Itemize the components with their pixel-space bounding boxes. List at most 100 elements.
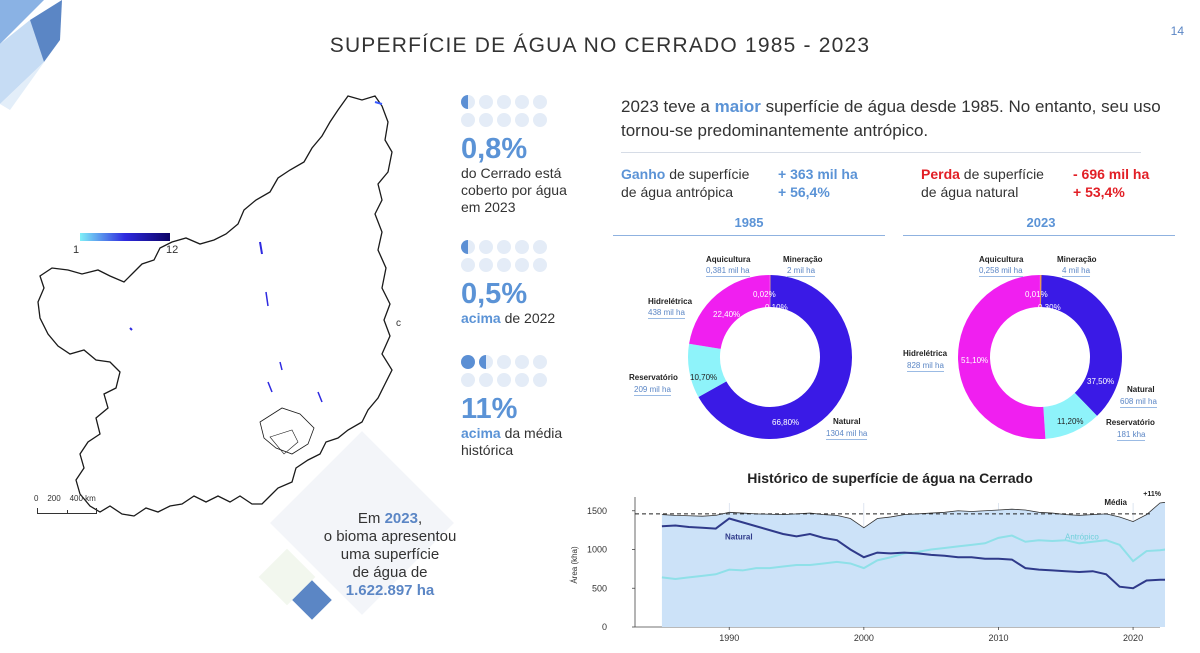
progress-dot — [461, 113, 475, 127]
gain-values: + 363 mil ha + 56,4% — [778, 166, 858, 200]
progress-dot — [479, 95, 493, 109]
donut-slice-natural — [1040, 275, 1122, 416]
progress-dot — [461, 258, 475, 272]
x-tick-label: 2010 — [988, 633, 1008, 643]
stat-value: 0,5% — [461, 278, 528, 310]
pct-hidreletrica: 51,10% — [961, 356, 989, 365]
donut-year-rule-1985 — [613, 235, 885, 236]
pct-aquicultura: 0,02% — [753, 290, 776, 299]
mean-label: Média — [1104, 498, 1127, 507]
area-natural: 608 mil ha — [1120, 397, 1157, 408]
progress-dot — [479, 258, 493, 272]
donut-slice-reservatorio — [1043, 392, 1098, 439]
pct-mineracao: 0,10% — [765, 303, 788, 312]
label-reservatorio: Reservatório — [629, 373, 678, 382]
x-tick-label: 2020 — [1123, 633, 1143, 643]
annotation-label: +11% — [1143, 491, 1161, 498]
progress-dot — [461, 355, 475, 369]
page-title: SUPERFÍCIE DE ÁGUA NO CERRADO 1985 - 202… — [329, 34, 871, 57]
loss-label: Perda de superfície de água natural — [921, 166, 1044, 200]
y-tick-label: 0 — [602, 622, 607, 632]
progress-dot — [497, 95, 511, 109]
pct-natural: 37,50% — [1087, 377, 1115, 386]
label-hidreletrica: Hidrelétrica — [903, 349, 948, 358]
label-natural: Natural — [833, 417, 861, 426]
progress-dot — [515, 258, 529, 272]
donut-year-1985: 1985 — [734, 215, 764, 230]
stat-coverage: 0,8% do Cerrado está coberto por água em… — [461, 95, 611, 216]
pct-hidreletrica: 22,40% — [713, 310, 741, 319]
pct-mineracao: 0,30% — [1038, 303, 1061, 312]
progress-dot — [533, 258, 547, 272]
y-tick-label: 1500 — [587, 506, 607, 516]
donut-slice-reservatorio — [688, 343, 727, 398]
donut-slice-hidreletrica — [689, 275, 770, 349]
map-legend-max: 12 — [166, 244, 179, 256]
stat-vs-mean: 11% acima da média histórica — [461, 355, 611, 459]
map-legend-min: 1 — [73, 244, 80, 256]
page-number: 14 — [1170, 24, 1184, 38]
map-legend-gradient — [80, 233, 170, 241]
bioma-year: 2023 — [384, 510, 418, 527]
area-reservatorio: 181 kha — [1117, 430, 1146, 441]
progress-dot — [479, 373, 493, 387]
label-natural: Natural — [1127, 385, 1155, 394]
donut-chart-2023 — [958, 275, 1122, 439]
progress-dot — [497, 113, 511, 127]
gain-label: Ganho de superfície de água antrópica — [621, 166, 750, 200]
loss-values: - 696 mil ha + 53,4% — [1073, 166, 1150, 200]
progress-dot — [515, 240, 529, 254]
progress-dot — [533, 95, 547, 109]
progress-dot — [497, 240, 511, 254]
map-scale-label: 0 200 400 km — [34, 494, 96, 503]
total-area — [661, 502, 1165, 627]
donut-slice-natural — [698, 275, 852, 439]
stat-desc: acima de 2022 — [461, 310, 556, 326]
progress-dot — [461, 373, 475, 387]
series-label-natural: Natural — [725, 532, 753, 541]
stat-desc: acima da média histórica — [461, 425, 563, 458]
progress-dot — [533, 240, 547, 254]
progress-dot — [461, 240, 475, 254]
pct-reservatorio: 10,70% — [690, 373, 718, 382]
progress-dot — [497, 355, 511, 369]
history-chart-title: Histórico de superfície de água na Cerra… — [747, 470, 1033, 486]
pct-natural: 66,80% — [772, 418, 800, 427]
stat-dots-coverage — [461, 95, 611, 127]
area-mineracao: 4 mil ha — [1062, 266, 1091, 277]
pct-reservatorio: 11,20% — [1057, 417, 1084, 426]
y-tick-label: 1000 — [587, 545, 607, 555]
y-tick-label: 500 — [592, 583, 607, 593]
map-scale-bar — [37, 508, 97, 514]
series-label-antropico: Antrópico — [1065, 532, 1099, 541]
progress-dot — [479, 113, 493, 127]
series-line-antropico — [661, 534, 1165, 580]
progress-dot — [515, 355, 529, 369]
progress-dot — [497, 373, 511, 387]
cerrado-map — [37, 95, 393, 517]
progress-dot — [479, 240, 493, 254]
progress-dot — [497, 258, 511, 272]
progress-dot — [515, 113, 529, 127]
label-hidreletrica: Hidrelétrica — [648, 297, 693, 306]
progress-dot — [515, 373, 529, 387]
area-hidreletrica: 438 mil ha — [648, 308, 685, 319]
x-tick-label: 1990 — [719, 633, 739, 643]
x-tick-label: 2000 — [854, 633, 874, 643]
donut-year-rule-2023 — [903, 235, 1175, 236]
label-reservatorio: Reservatório — [1106, 418, 1155, 427]
corner-decoration — [0, 0, 62, 110]
stat-value: 11% — [461, 393, 518, 425]
area-reservatorio: 209 mil ha — [634, 385, 671, 396]
stat-dots-mean — [461, 355, 611, 387]
series-line-natural — [661, 517, 1165, 590]
stat-value: 0,8% — [461, 133, 528, 165]
stat-dots-2022 — [461, 240, 611, 272]
label-aquicultura: Aquicultura — [706, 255, 751, 264]
progress-dot — [533, 373, 547, 387]
area-aquicultura: 0,381 mil ha — [706, 266, 750, 277]
bioma-summary: Em 2023, o bioma apresentou uma superfíc… — [323, 510, 457, 599]
area-natural: 1304 mil ha — [826, 429, 868, 440]
pct-aquicultura: 0,01% — [1025, 290, 1048, 299]
progress-dot — [533, 355, 547, 369]
